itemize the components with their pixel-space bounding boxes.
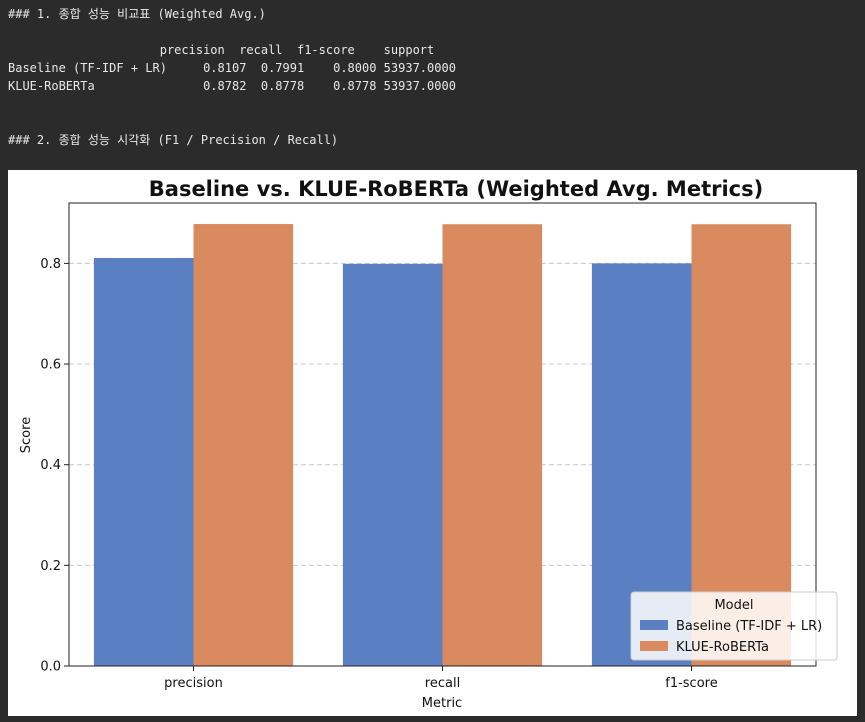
bar-klue-roberta-precision [193,224,294,666]
blank-line [8,113,456,131]
x-axis-label: Metric [422,696,462,711]
y-tick-label: 0.4 [40,458,61,473]
legend: Model Baseline (TF-IDF + LR) KLUE-RoBERTa [630,591,838,661]
x-tick-label: f1-score [665,676,717,691]
blank-line [8,95,456,113]
legend-entry: KLUE-RoBERTa [676,640,769,655]
legend-box [630,591,838,661]
table-header: precision recall f1-score support [8,43,435,57]
legend-swatch [640,641,668,651]
bar-baseline-precision [93,258,194,666]
legend-title: Model [714,598,753,613]
blank-line [8,23,456,41]
chart-figure: Baseline vs. KLUE-RoBERTa (Weighted Avg.… [8,170,857,716]
y-tick-label: 0.0 [40,660,61,675]
console-output: ### 1. 종합 성능 비교표 (Weighted Avg.) precisi… [8,5,456,149]
chart-title: Baseline vs. KLUE-RoBERTa (Weighted Avg.… [149,177,763,201]
y-tick-label: 0.8 [40,257,61,272]
bar-baseline-recall [342,263,443,666]
legend-swatch [640,620,668,630]
x-tick-label: recall [425,676,460,691]
x-axis: precision recall f1-score [164,666,718,691]
section-heading-chart: ### 2. 종합 성능 시각화 (F1 / Precision / Recal… [8,133,339,147]
table-row-baseline: Baseline (TF-IDF + LR) 0.8107 0.7991 0.8… [8,61,456,75]
bars [93,224,792,666]
table-row-klue: KLUE-RoBERTa 0.8782 0.8778 0.8778 53937.… [8,79,456,93]
legend-entry: Baseline (TF-IDF + LR) [676,619,822,634]
bar-klue-roberta-recall [442,224,543,666]
y-tick-label: 0.2 [40,559,61,574]
y-axis: 0.0 0.2 0.4 0.6 0.8 [40,257,69,675]
bar-chart: Baseline vs. KLUE-RoBERTa (Weighted Avg.… [19,177,838,711]
y-axis-label: Score [19,417,34,453]
y-tick-label: 0.6 [40,358,61,373]
x-tick-label: precision [164,676,223,691]
section-heading-table: ### 1. 종합 성능 비교표 (Weighted Avg.) [8,7,266,21]
